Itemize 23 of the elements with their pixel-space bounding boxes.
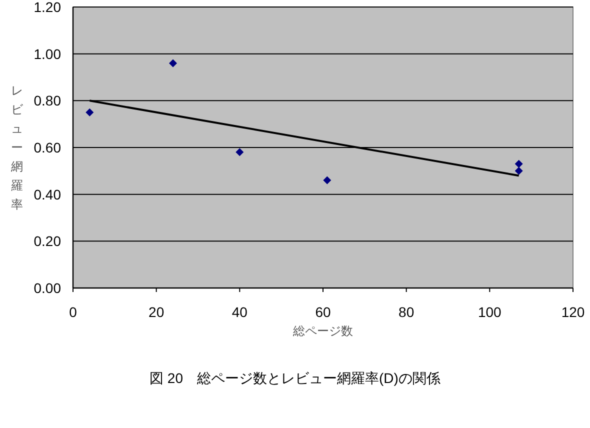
y-tick-label: 0.60 — [34, 140, 62, 156]
x-tick-label: 80 — [398, 304, 414, 320]
x-tick-label: 120 — [561, 304, 585, 320]
point — [169, 59, 177, 68]
x-axis-title: 総ページ数 — [292, 324, 353, 338]
y-tick-label: 0.40 — [34, 186, 62, 202]
point — [323, 176, 332, 184]
point — [514, 160, 523, 168]
point — [514, 166, 523, 175]
x-tick-label: 40 — [232, 304, 248, 320]
y-tick-label: 0.80 — [34, 92, 62, 109]
x-tick-label: 60 — [315, 304, 331, 320]
x-tick-label: 100 — [478, 304, 502, 320]
y-tick-label: 0.00 — [34, 280, 62, 296]
y-axis-title: レビュー網羅率 — [10, 84, 24, 212]
x-tick-label: 20 — [148, 304, 164, 320]
y-tick-label: 0.20 — [34, 233, 62, 250]
caption: 図 20 総ページ数とレビュー網羅率(D)の関係 — [150, 370, 440, 386]
y-tick-label: 1.00 — [34, 46, 62, 62]
point — [86, 108, 94, 116]
y-tick-label: 1.20 — [34, 0, 62, 15]
x-tick-label: 0 — [69, 304, 78, 320]
point — [236, 148, 244, 156]
